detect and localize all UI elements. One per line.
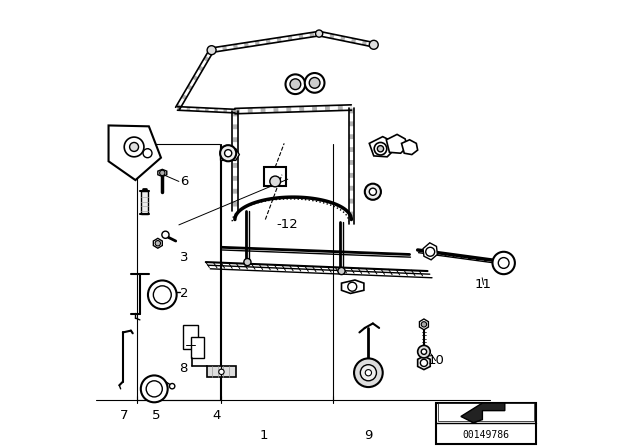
Bar <box>191 337 204 358</box>
Circle shape <box>374 142 387 155</box>
Circle shape <box>148 280 177 309</box>
Polygon shape <box>461 403 505 423</box>
Circle shape <box>360 365 376 381</box>
Circle shape <box>348 282 356 291</box>
Polygon shape <box>109 125 161 180</box>
Polygon shape <box>401 140 418 155</box>
Text: 10: 10 <box>427 354 444 367</box>
Polygon shape <box>418 356 430 370</box>
Circle shape <box>244 258 251 266</box>
Polygon shape <box>387 134 407 153</box>
Circle shape <box>146 381 163 397</box>
Circle shape <box>316 30 323 37</box>
Circle shape <box>159 170 165 176</box>
Circle shape <box>220 145 236 161</box>
Text: -12: -12 <box>277 218 299 232</box>
Circle shape <box>162 231 169 238</box>
Circle shape <box>270 176 280 187</box>
Bar <box>137 144 220 400</box>
Circle shape <box>369 188 376 195</box>
Circle shape <box>426 247 435 256</box>
Circle shape <box>285 74 305 94</box>
Polygon shape <box>423 243 437 260</box>
Bar <box>141 191 148 214</box>
Circle shape <box>155 241 161 246</box>
Text: 11: 11 <box>475 278 492 291</box>
Circle shape <box>369 40 378 49</box>
Circle shape <box>170 383 175 389</box>
Text: 1: 1 <box>260 429 268 442</box>
Circle shape <box>141 375 168 402</box>
Circle shape <box>143 149 152 158</box>
Circle shape <box>418 345 430 358</box>
Bar <box>207 366 236 377</box>
Text: 4: 4 <box>212 409 220 422</box>
Bar <box>436 403 536 444</box>
Text: 00149786: 00149786 <box>463 430 509 439</box>
Text: 7: 7 <box>120 409 128 422</box>
Circle shape <box>130 142 139 151</box>
Circle shape <box>225 150 232 157</box>
Circle shape <box>124 137 144 157</box>
Circle shape <box>493 252 515 274</box>
Circle shape <box>421 322 427 327</box>
Circle shape <box>378 146 383 152</box>
Polygon shape <box>158 169 167 177</box>
Polygon shape <box>221 149 239 160</box>
Circle shape <box>154 286 172 304</box>
Bar <box>438 403 534 421</box>
Text: 6: 6 <box>180 175 189 188</box>
Polygon shape <box>419 319 428 330</box>
Circle shape <box>290 79 301 90</box>
Text: 3: 3 <box>180 251 189 264</box>
Polygon shape <box>342 280 364 293</box>
Circle shape <box>305 73 324 93</box>
Polygon shape <box>369 137 394 157</box>
Polygon shape <box>461 403 505 423</box>
Circle shape <box>365 184 381 200</box>
Circle shape <box>338 267 345 275</box>
Text: 9: 9 <box>364 429 372 442</box>
Circle shape <box>420 359 428 366</box>
Bar <box>184 325 198 349</box>
Circle shape <box>499 258 509 268</box>
Text: 8: 8 <box>179 362 188 375</box>
Text: 5: 5 <box>152 409 161 422</box>
Circle shape <box>365 370 372 376</box>
Polygon shape <box>154 238 163 248</box>
Circle shape <box>219 369 224 375</box>
Circle shape <box>309 78 320 88</box>
Circle shape <box>421 349 427 354</box>
Bar <box>264 167 287 186</box>
Text: 2: 2 <box>180 287 189 300</box>
Circle shape <box>207 46 216 55</box>
Circle shape <box>354 358 383 387</box>
